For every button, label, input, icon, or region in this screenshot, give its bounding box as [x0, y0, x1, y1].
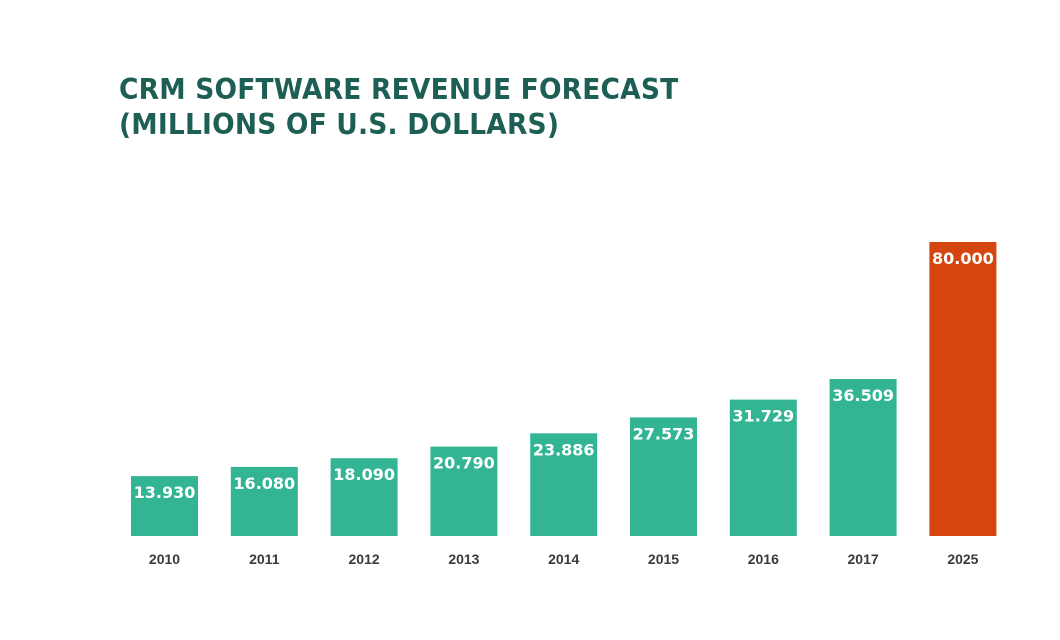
bar-2011 [230, 466, 298, 536]
bar-2016 [729, 399, 797, 536]
x-tick-label-2025: 2025 [947, 551, 978, 567]
value-label-2016: 31.729 [732, 407, 794, 426]
x-tick-label-2015: 2015 [648, 551, 679, 567]
x-tick-label-2013: 2013 [448, 551, 479, 567]
value-label-2010: 13.930 [134, 483, 196, 502]
bar-2014 [530, 433, 598, 536]
x-tick-label-2010: 2010 [149, 551, 180, 567]
x-tick-label-2014: 2014 [548, 551, 579, 567]
chart-title-line-2: (MILLIONS OF U.S. DOLLARS) [119, 108, 560, 141]
value-label-2017: 36.509 [832, 386, 894, 405]
x-tick-label-2012: 2012 [349, 551, 380, 567]
bar-2013 [430, 446, 498, 536]
chart-title: CRM SOFTWARE REVENUE FORECAST (MILLIONS … [119, 72, 678, 142]
value-label-2014: 23.886 [533, 440, 595, 459]
x-tick-label-2017: 2017 [848, 551, 879, 567]
value-label-2025: 80.000 [932, 249, 994, 268]
bar-2025 [929, 242, 997, 536]
bar-2010 [131, 476, 198, 536]
chart-title-line-1: CRM SOFTWARE REVENUE FORECAST [119, 73, 679, 106]
bar-2015 [630, 417, 697, 536]
value-label-2011: 16.080 [233, 474, 295, 493]
value-label-2012: 18.090 [333, 465, 395, 484]
bar-2017 [829, 379, 897, 536]
value-label-2013: 20.790 [433, 454, 495, 473]
x-tick-label-2016: 2016 [748, 551, 779, 567]
x-tick-label-2011: 2011 [249, 551, 280, 567]
value-label-2015: 27.573 [633, 424, 695, 443]
bar-2012 [330, 458, 398, 536]
